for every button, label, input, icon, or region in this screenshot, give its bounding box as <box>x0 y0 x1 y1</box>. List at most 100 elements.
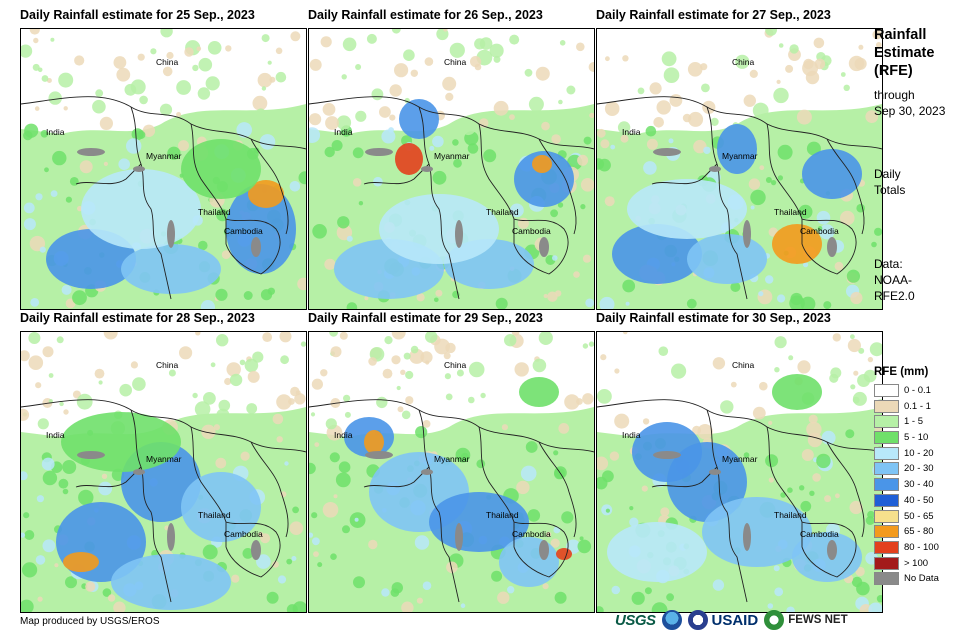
rain-speckle <box>656 100 671 115</box>
rain-speckle <box>702 100 716 114</box>
rain-speckle <box>580 204 586 210</box>
rain-speckle <box>290 386 300 397</box>
country-border <box>478 123 515 220</box>
rain-speckle <box>850 291 863 305</box>
panel-title: Daily Rainfall estimate for 30 Sep., 202… <box>596 311 831 325</box>
rain-speckle <box>330 346 342 358</box>
rain-speckle <box>768 477 774 483</box>
rain-cell <box>499 537 559 587</box>
rain-speckle <box>62 460 77 474</box>
daily-totals-block: Daily Totals <box>874 166 905 198</box>
rain-speckle <box>788 355 794 361</box>
rain-speckle <box>582 254 592 263</box>
rain-speckle <box>397 406 404 413</box>
rain-speckle <box>324 146 335 158</box>
rain-speckle <box>95 89 104 98</box>
rain-speckle <box>101 473 108 479</box>
panel-title: Daily Rainfall estimate for 29 Sep., 202… <box>308 311 543 325</box>
rain-speckle <box>311 378 323 390</box>
map-label-thailand: Thailand <box>486 510 519 520</box>
no-data-area <box>827 540 837 560</box>
rain-speckle <box>605 56 610 62</box>
map-label-myanmar: Myanmar <box>434 454 470 464</box>
rain-speckle <box>343 394 351 402</box>
map-canvas <box>21 29 306 309</box>
rain-speckle <box>558 423 570 434</box>
rain-speckle <box>845 429 855 439</box>
rain-speckle <box>641 485 648 492</box>
rain-speckle <box>765 275 774 284</box>
rain-speckle <box>749 69 758 78</box>
rain-speckle <box>371 88 384 101</box>
legend: RFE (mm) 0 - 0.1 0.1 - 1 1 - 5 5 - 10 10 - 2… <box>874 366 939 587</box>
rain-speckle <box>162 66 173 77</box>
rain-speckle <box>538 332 553 345</box>
rain-speckle <box>800 500 812 512</box>
rain-speckle <box>246 403 258 414</box>
rain-speckle <box>21 471 28 481</box>
rain-speckle <box>167 146 181 160</box>
no-data-area <box>421 166 433 172</box>
rain-speckle <box>872 30 882 40</box>
rain-cell <box>364 430 384 454</box>
rain-speckle <box>442 76 457 91</box>
rain-speckle <box>309 58 322 71</box>
rain-speckle <box>59 401 64 407</box>
legend-label: 10 - 20 <box>904 447 934 459</box>
rain-speckle <box>94 368 105 379</box>
rain-speckle <box>863 369 877 383</box>
rain-speckle <box>651 602 668 612</box>
rain-speckle <box>286 558 293 565</box>
rain-speckle <box>132 377 146 391</box>
no-data-area <box>133 166 145 172</box>
rain-speckle <box>868 602 882 612</box>
rain-speckle <box>256 554 271 569</box>
rain-speckle <box>126 138 142 154</box>
rain-speckle <box>312 537 320 546</box>
rain-speckle <box>322 502 339 518</box>
rain-speckle <box>266 591 279 604</box>
rain-speckle <box>812 473 821 482</box>
rain-speckle <box>551 134 561 144</box>
rain-speckle <box>259 134 276 150</box>
rain-speckle <box>566 85 576 95</box>
rain-speckle <box>405 396 414 405</box>
rain-speckle <box>103 332 118 340</box>
rain-speckle <box>391 332 406 340</box>
rain-cell <box>81 169 201 249</box>
rain-speckle <box>324 258 336 270</box>
rain-speckle <box>103 161 108 166</box>
rain-speckle <box>325 116 339 130</box>
legend-item: 50 - 65 <box>874 509 934 525</box>
rain-speckle <box>236 122 252 138</box>
rain-speckle <box>230 426 238 434</box>
rain-speckle <box>561 511 574 524</box>
rain-speckle <box>256 108 266 118</box>
rain-speckle <box>576 42 585 52</box>
rain-cell <box>717 124 757 174</box>
rain-speckle <box>346 235 353 242</box>
rain-speckle <box>840 72 846 77</box>
rain-speckle <box>216 334 229 347</box>
rain-speckle <box>289 521 304 535</box>
usaid-logo: USAID <box>711 611 759 629</box>
rain-speckle <box>389 114 396 121</box>
rain-speckle <box>21 408 30 421</box>
rain-cell <box>429 492 529 552</box>
rain-speckle <box>583 136 592 145</box>
rain-speckle <box>92 99 106 114</box>
rain-speckle <box>554 591 567 604</box>
rain-speckle <box>276 436 283 443</box>
rain-speckle <box>159 103 173 116</box>
rain-speckle <box>509 114 515 120</box>
rain-speckle <box>605 508 610 513</box>
rain-speckle <box>352 147 364 159</box>
rain-speckle <box>309 532 314 538</box>
rain-speckle <box>197 87 211 100</box>
map-label-cambodia: Cambodia <box>800 226 839 236</box>
rain-speckle <box>871 241 877 248</box>
rain-speckle <box>37 418 49 430</box>
rain-speckle <box>33 37 39 44</box>
rain-speckle <box>309 127 321 143</box>
rain-speckle <box>767 603 774 609</box>
